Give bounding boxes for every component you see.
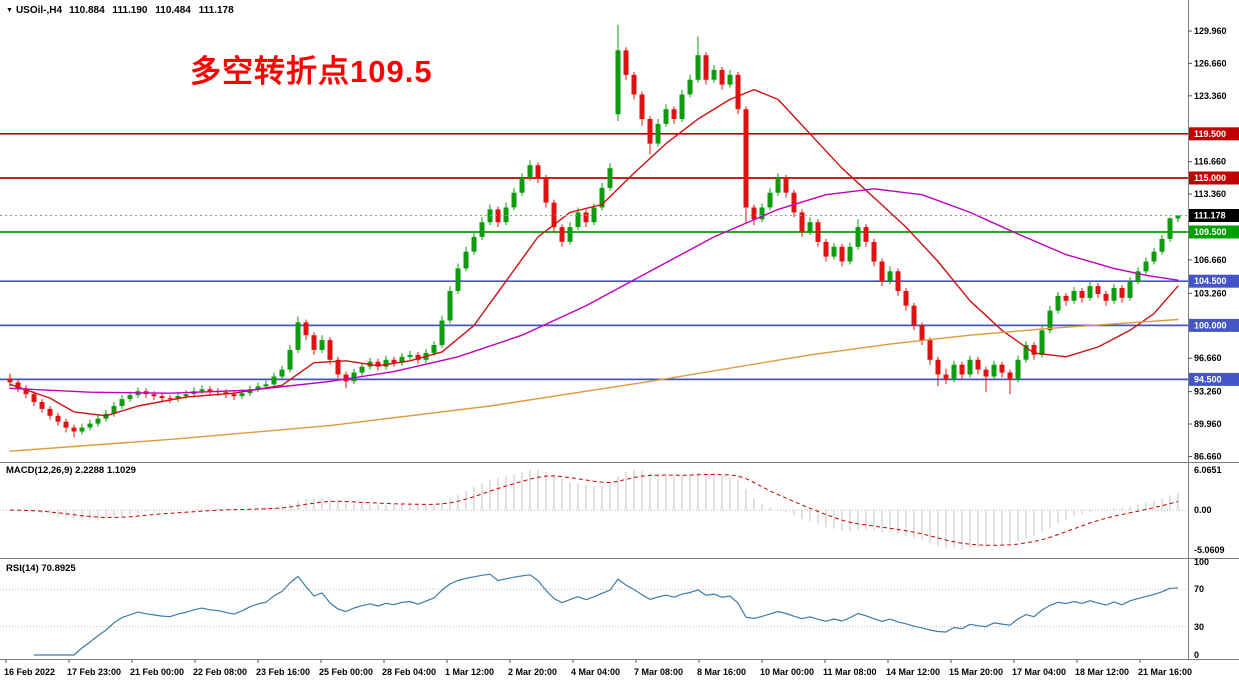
svg-text:0: 0 — [1194, 650, 1199, 660]
svg-text:129.960: 129.960 — [1194, 26, 1227, 36]
ma-fast-line — [9, 88, 1179, 417]
macd-signal-line — [9, 473, 1179, 546]
svg-text:104.500: 104.500 — [1194, 276, 1227, 286]
svg-text:23 Feb 16:00: 23 Feb 16:00 — [256, 667, 310, 677]
time-scale[interactable]: 16 Feb 2022 17 Feb 23:00 21 Feb 00:00 22 Fe… — [4, 660, 1192, 677]
ma-slow-line — [9, 318, 1179, 452]
svg-text:17 Mar 04:00: 17 Mar 04:00 — [1012, 667, 1066, 677]
svg-text:6.0651: 6.0651 — [1194, 465, 1222, 475]
svg-text:119.500: 119.500 — [1194, 129, 1226, 139]
svg-text:94.500: 94.500 — [1194, 374, 1222, 384]
price-level-badges: 119.500 115.000 109.500 104.500 100.000 94.50… — [1189, 127, 1239, 386]
svg-text:7 Mar 08:00: 7 Mar 08:00 — [634, 667, 683, 677]
svg-text:70: 70 — [1194, 584, 1204, 594]
svg-text:15 Mar 20:00: 15 Mar 20:00 — [949, 667, 1003, 677]
svg-text:116.660: 116.660 — [1194, 157, 1226, 167]
svg-text:21 Feb 00:00: 21 Feb 00:00 — [130, 667, 184, 677]
price-scale[interactable]: 129.960 126.660 123.360 116.660 113.360 106.6… — [1188, 26, 1227, 462]
collapse-objects-icon[interactable]: ▼ — [6, 7, 13, 14]
svg-text:11 Mar 08:00: 11 Mar 08:00 — [823, 667, 877, 677]
svg-text:22 Feb 08:00: 22 Feb 08:00 — [193, 667, 247, 677]
svg-text:28 Feb 04:00: 28 Feb 04:00 — [382, 667, 436, 677]
macd-histogram — [17, 469, 1179, 550]
svg-text:-5.0609: -5.0609 — [1194, 545, 1225, 555]
svg-text:25 Feb 00:00: 25 Feb 00:00 — [319, 667, 373, 677]
support-resistance-lines[interactable] — [0, 132, 1188, 381]
annotation-text: 多空转折点109.5 — [190, 54, 433, 89]
svg-text:126.660: 126.660 — [1194, 58, 1227, 68]
chart-title: ▼ USOil-,H4 110.884 111.190 110.484 111.17… — [6, 5, 234, 16]
svg-text:4 Mar 04:00: 4 Mar 04:00 — [571, 667, 620, 677]
svg-text:100: 100 — [1194, 557, 1209, 567]
svg-text:93.260: 93.260 — [1194, 387, 1222, 397]
macd-panel: 6.0651 0.00 -5.0609 — [0, 465, 1225, 555]
svg-text:14 Mar 12:00: 14 Mar 12:00 — [886, 667, 940, 677]
svg-text:106.660: 106.660 — [1194, 255, 1227, 265]
candlestick-series — [7, 24, 1181, 438]
svg-text:16 Feb 2022: 16 Feb 2022 — [4, 667, 55, 677]
svg-text:0.00: 0.00 — [1194, 505, 1212, 515]
rsi-line — [34, 573, 1179, 656]
rsi-label: RSI(14) 70.8925 — [6, 563, 76, 574]
svg-text:21 Mar 16:00: 21 Mar 16:00 — [1138, 667, 1192, 677]
svg-text:111.178: 111.178 — [1194, 211, 1226, 221]
svg-text:96.660: 96.660 — [1194, 353, 1222, 363]
svg-text:89.960: 89.960 — [1194, 419, 1222, 429]
svg-text:2 Mar 20:00: 2 Mar 20:00 — [508, 667, 557, 677]
svg-text:86.660: 86.660 — [1194, 452, 1222, 462]
svg-text:100.000: 100.000 — [1194, 320, 1227, 330]
svg-text:8 Mar 16:00: 8 Mar 16:00 — [697, 667, 746, 677]
svg-text:113.360: 113.360 — [1194, 189, 1226, 199]
symbol-period-label: USOil-,H4 — [15, 5, 63, 16]
svg-text:123.360: 123.360 — [1194, 91, 1227, 101]
panel-separators[interactable] — [0, 0, 1239, 660]
svg-text:17 Feb 23:00: 17 Feb 23:00 — [67, 667, 121, 677]
svg-text:103.260: 103.260 — [1194, 288, 1227, 298]
svg-text:10 Mar 00:00: 10 Mar 00:00 — [760, 667, 814, 677]
svg-text:1 Mar 12:00: 1 Mar 12:00 — [445, 667, 494, 677]
svg-text:115.000: 115.000 — [1194, 173, 1226, 183]
svg-text:109.500: 109.500 — [1194, 227, 1227, 237]
ohlc-values: 110.884 111.190 110.484 111.178 — [69, 5, 234, 16]
ma-medium-line — [9, 188, 1179, 394]
svg-text:30: 30 — [1194, 622, 1204, 632]
svg-text:18 Mar 12:00: 18 Mar 12:00 — [1075, 667, 1129, 677]
macd-label: MACD(12,26,9) 2.2288 1.1029 — [6, 465, 136, 476]
rsi-panel: 100 70 30 0 — [0, 557, 1209, 660]
